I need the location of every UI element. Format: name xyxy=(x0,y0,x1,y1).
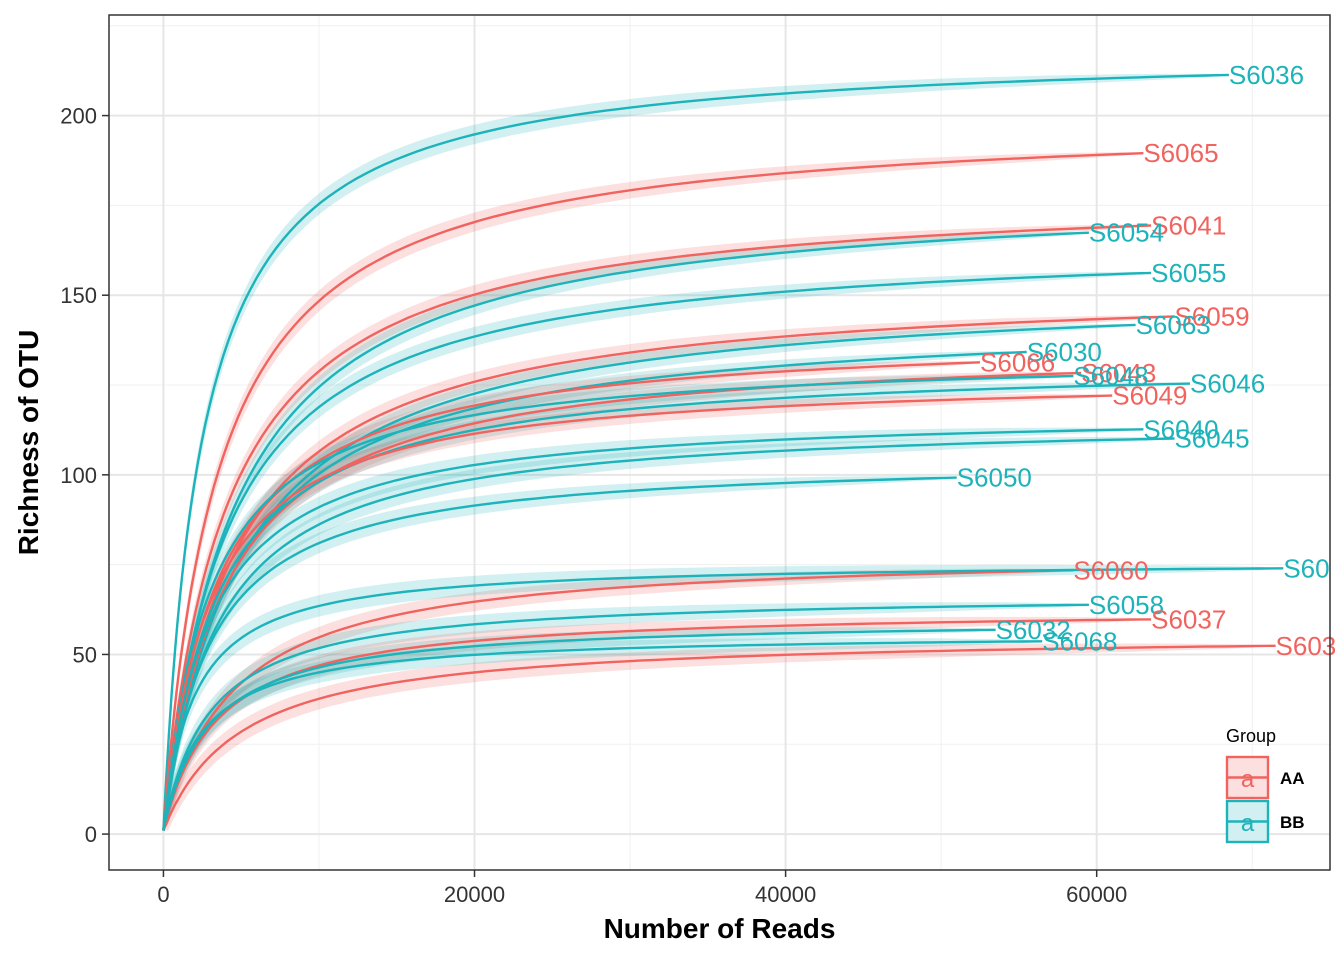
legend-key-glyph: a xyxy=(1241,766,1255,793)
series-line xyxy=(162,73,1229,831)
series-line xyxy=(162,152,1144,831)
series-label: S6065 xyxy=(1143,138,1218,168)
series-label: S6066 xyxy=(980,347,1055,377)
x-tick-label: 40000 xyxy=(755,882,816,907)
series-label: S6049 xyxy=(1112,381,1187,411)
series-line xyxy=(162,394,1113,831)
series-line xyxy=(162,603,1089,832)
series-label: S6058 xyxy=(1089,590,1164,620)
series-lines xyxy=(162,73,1284,832)
series-label: S6059 xyxy=(1174,301,1249,331)
x-axis-title: Number of Reads xyxy=(604,913,836,944)
x-tick-label: 20000 xyxy=(444,882,505,907)
x-tick-label: 0 xyxy=(157,882,169,907)
y-axis-title: Richness of OTU xyxy=(13,330,44,556)
series-line xyxy=(162,428,1144,831)
legend-label: BB xyxy=(1280,813,1305,832)
grid xyxy=(109,15,1330,870)
series-label: S6055 xyxy=(1151,258,1226,288)
series-line xyxy=(162,224,1152,831)
legend-key-glyph: a xyxy=(1241,810,1255,837)
series-label: S60 xyxy=(1283,553,1329,583)
series-line xyxy=(162,618,1152,832)
y-tick-label: 50 xyxy=(73,642,97,667)
series-label: S6030 xyxy=(1027,337,1102,367)
legend-label: AA xyxy=(1280,769,1305,788)
series-label: S6043 xyxy=(1081,358,1156,388)
series-label: S6068 xyxy=(1042,626,1117,656)
series-label: S6032 xyxy=(996,615,1071,645)
series-label: S6040 xyxy=(1143,414,1218,444)
x-tick-label: 60000 xyxy=(1066,882,1127,907)
y-tick-label: 0 xyxy=(85,822,97,847)
series-label: S6050 xyxy=(957,463,1032,493)
series-label: S6060 xyxy=(1073,555,1148,585)
y-tick-label: 200 xyxy=(60,104,97,129)
series-label: S6048 xyxy=(1073,361,1148,391)
series-label: S603 xyxy=(1276,631,1337,661)
series-label: S6046 xyxy=(1190,369,1265,399)
series-label: S6037 xyxy=(1151,604,1226,634)
y-tick-label: 100 xyxy=(60,463,97,488)
series-label: S6063 xyxy=(1136,310,1211,340)
series-line xyxy=(162,640,1043,832)
series-label: S6036 xyxy=(1229,60,1304,90)
series-line xyxy=(162,644,1276,832)
series-label: S6045 xyxy=(1174,423,1249,453)
series-line xyxy=(162,628,996,832)
series-label: S6054 xyxy=(1089,218,1164,248)
axis-ticks: 0 20000 40000 60000 0 50 100 150 200 xyxy=(60,104,1127,907)
legend-title: Group xyxy=(1226,726,1276,746)
series-label: S6041 xyxy=(1151,211,1226,241)
legend: Group a AA a BB xyxy=(1225,726,1305,844)
plot-panel-border xyxy=(108,14,1331,871)
y-tick-label: 150 xyxy=(60,283,97,308)
series-line xyxy=(162,567,1284,831)
